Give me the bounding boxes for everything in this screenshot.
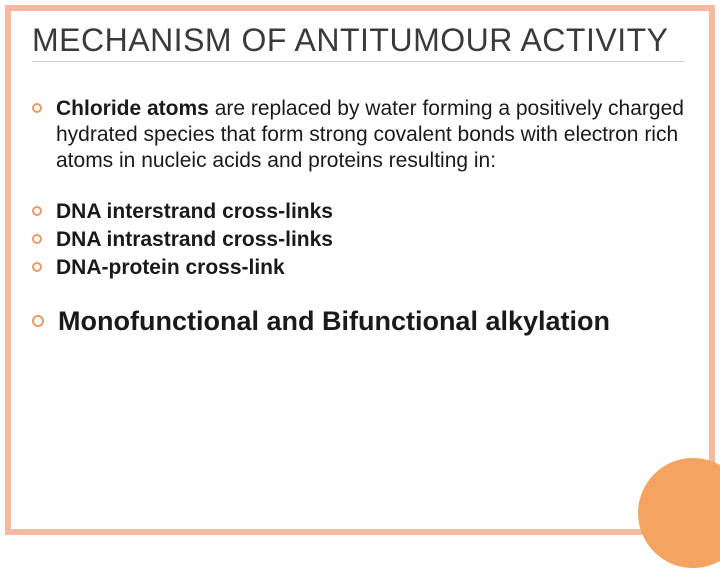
- item-text: DNA intrastrand cross-links: [56, 227, 333, 253]
- intro-text: Chloride atoms are replaced by water for…: [56, 96, 684, 175]
- bullet-row: DNA interstrand cross-links: [32, 199, 684, 225]
- intro-lead: Chloride atoms: [56, 97, 209, 120]
- final-row: Monofunctional and Bifunctional alkylati…: [32, 305, 684, 339]
- bullet-row: DNA intrastrand cross-links: [32, 227, 684, 253]
- bullet-icon: [32, 206, 42, 216]
- bullet-icon: [32, 234, 42, 244]
- final-text: Monofunctional and Bifunctional alkylati…: [58, 305, 610, 339]
- item-text: DNA-protein cross-link: [56, 255, 285, 281]
- bullet-row: Chloride atoms are replaced by water for…: [32, 96, 684, 175]
- items-block: DNA interstrand cross-links DNA intrastr…: [32, 199, 684, 282]
- bullet-icon: [32, 103, 42, 113]
- bullet-icon: [32, 315, 44, 327]
- item-text: DNA interstrand cross-links: [56, 199, 333, 225]
- intro-block: Chloride atoms are replaced by water for…: [32, 96, 684, 175]
- bullet-row: DNA-protein cross-link: [32, 255, 684, 281]
- slide-title: MECHANISM OF ANTITUMOUR ACTIVITY: [32, 22, 684, 62]
- slide-content: MECHANISM OF ANTITUMOUR ACTIVITY Chlorid…: [32, 22, 684, 341]
- bullet-icon: [32, 262, 42, 272]
